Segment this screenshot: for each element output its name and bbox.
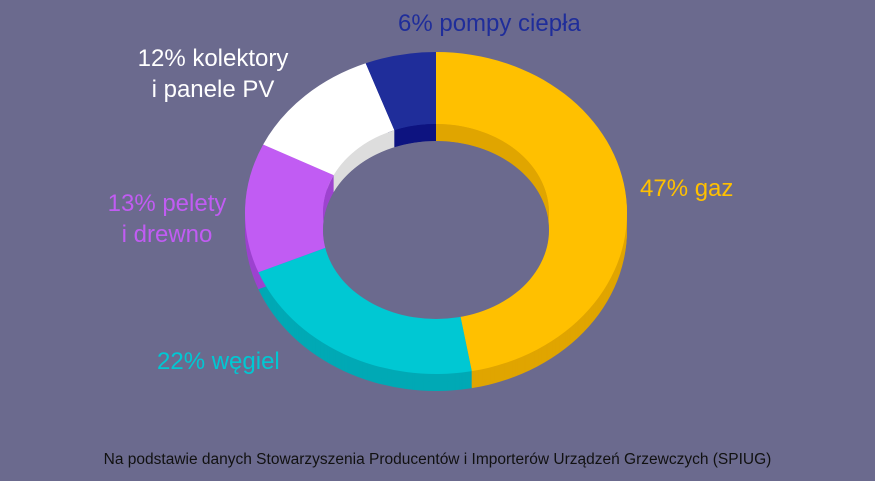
label-pelety: 13% pelety i drewno xyxy=(98,188,236,250)
label-gaz-line-1: 47% gaz xyxy=(640,175,734,202)
source-note: Na podstawie danych Stowarzyszenia Produ… xyxy=(103,451,772,468)
slice-inner-0 xyxy=(436,124,550,248)
slice-inner-3 xyxy=(333,130,395,193)
label-wegiel-line-1: 22% węgiel xyxy=(157,348,280,375)
label-pelety-line-1: 13% pelety xyxy=(107,190,227,217)
label-kolektory-line-2: i panele PV xyxy=(151,76,275,103)
label-wegiel: 22% węgiel xyxy=(157,346,280,377)
slice-inner-2 xyxy=(322,175,334,248)
slice-3 xyxy=(263,63,395,176)
label-pompy: 6% pompy ciepła xyxy=(398,8,581,39)
slice-1 xyxy=(258,245,472,375)
label-pompy-line-1: 6% pompy ciepła xyxy=(398,10,581,37)
label-pelety-line-2: i drewno xyxy=(121,221,213,248)
donut-inner-wall xyxy=(322,124,550,248)
slice-2 xyxy=(244,144,334,273)
label-kolektory-line-1: 12% kolektory xyxy=(137,45,289,72)
slice-inner-4 xyxy=(394,124,436,148)
slice-4 xyxy=(365,52,436,131)
donut-hole xyxy=(323,141,549,319)
label-gaz: 47% gaz xyxy=(640,173,733,204)
slice-0 xyxy=(436,52,628,372)
label-kolektory: 12% kolektory i panele PV xyxy=(128,43,298,105)
